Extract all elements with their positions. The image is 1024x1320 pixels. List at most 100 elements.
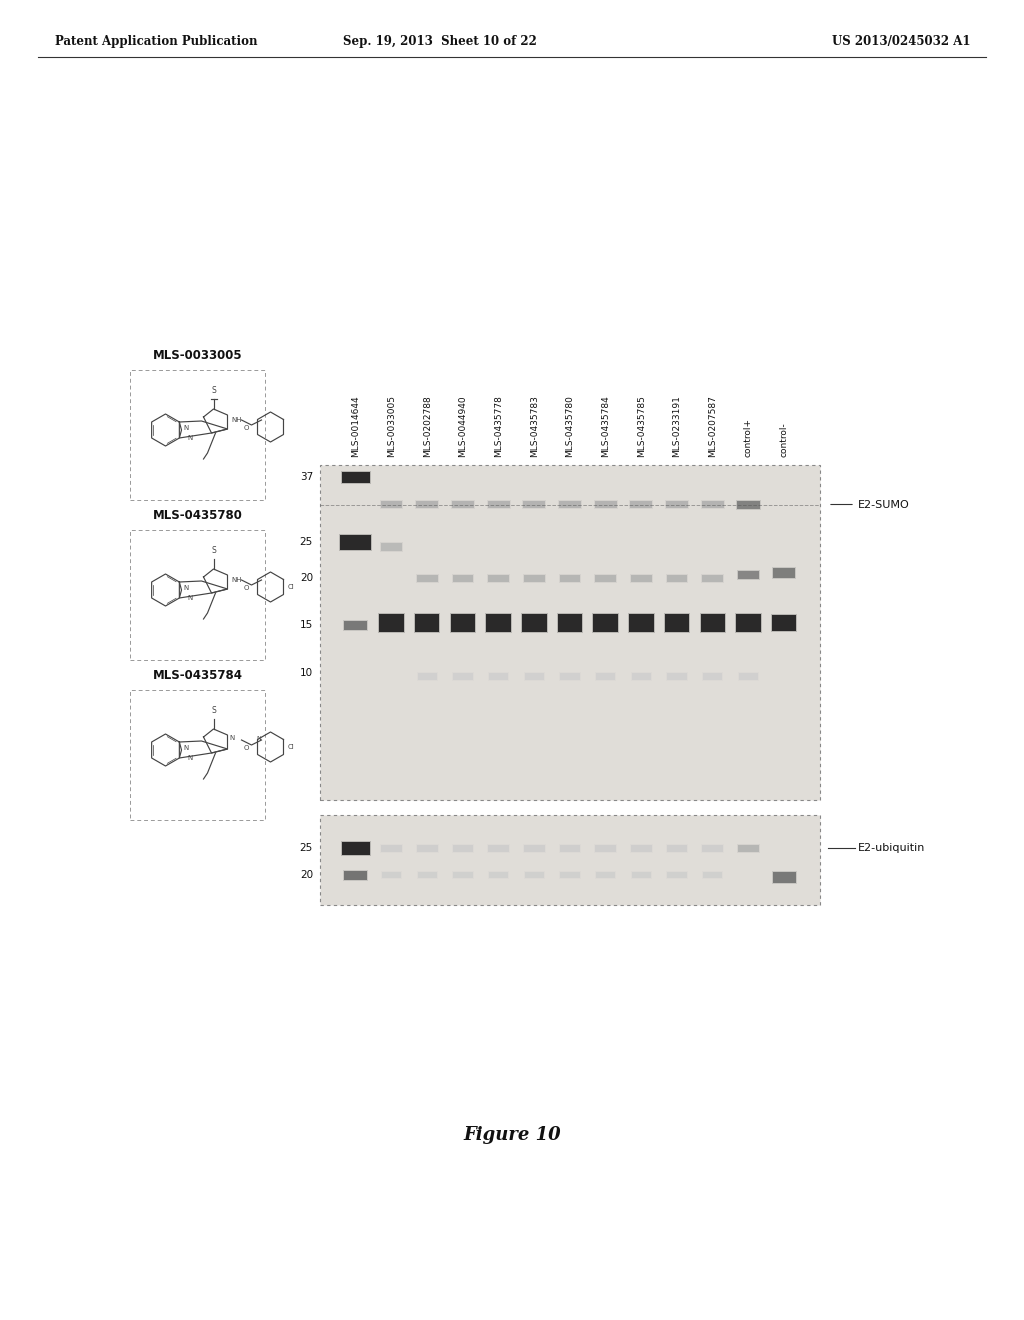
Bar [130,370,265,500]
Bar [380,543,402,552]
Bar [558,614,583,632]
Bar [667,871,688,879]
Bar [560,873,580,878]
Bar [485,612,512,634]
Bar [341,470,371,483]
Text: control-: control- [779,422,788,457]
Bar [381,502,402,508]
Bar [452,502,474,508]
Bar [595,845,616,851]
Bar [668,873,687,878]
Bar [667,502,688,508]
Bar [631,672,652,681]
Bar [667,845,687,851]
Text: MLS-0207587: MLS-0207587 [709,395,717,457]
Text: N: N [184,425,189,432]
Bar [380,843,402,853]
Bar [738,845,759,851]
Text: 37: 37 [300,473,313,482]
Bar [736,570,761,579]
Bar [342,842,370,854]
Bar [487,843,510,853]
Bar [631,502,652,508]
Bar [631,871,652,879]
Bar [736,614,761,632]
Bar [736,499,761,510]
Bar [700,500,725,510]
Bar [666,843,688,853]
Text: N: N [186,755,193,762]
Text: Figure 10: Figure 10 [463,1126,561,1144]
Bar [702,845,723,851]
Text: 20: 20 [300,870,313,880]
Text: MLS-0435784: MLS-0435784 [601,395,610,457]
Text: 10: 10 [300,668,313,678]
Bar [594,614,617,632]
Bar [522,614,547,632]
Bar [416,573,438,582]
Bar [665,614,689,632]
Bar [630,843,652,853]
Bar [737,572,760,579]
Bar [772,615,797,631]
Text: N: N [256,737,261,742]
Bar [489,873,508,878]
Bar [701,502,724,508]
Bar [737,500,760,508]
Bar [488,672,509,681]
Bar [701,573,724,582]
Text: S: S [211,706,216,715]
Text: N: N [186,595,193,601]
Text: Sep. 19, 2013  Sheet 10 of 22: Sep. 19, 2013 Sheet 10 of 22 [343,36,537,49]
Bar [453,574,473,582]
Bar [378,612,404,634]
Bar [381,543,401,550]
Bar [486,500,511,510]
Bar [559,573,582,582]
Bar [521,612,548,634]
Bar [381,845,401,851]
Text: MLS-0033005: MLS-0033005 [153,348,243,362]
Bar [702,574,723,582]
Bar [595,574,616,582]
Bar [632,672,651,680]
Bar [453,672,473,681]
Bar [523,502,545,508]
Bar [341,841,371,855]
Bar [342,471,370,483]
Bar [339,533,373,550]
Text: MLS-0435783: MLS-0435783 [529,395,539,457]
Bar [416,843,438,853]
Text: MLS-0435778: MLS-0435778 [495,395,503,457]
Text: 25: 25 [300,843,313,853]
Bar [773,568,795,578]
Bar [454,672,472,680]
Bar [381,871,402,879]
Bar [489,672,508,680]
Bar [772,871,796,883]
Bar [417,502,438,508]
Bar [523,843,546,853]
Bar [771,614,798,632]
Bar [629,614,653,632]
Text: MLS-0435780: MLS-0435780 [565,395,574,457]
Bar [450,612,476,634]
Bar [319,814,820,906]
Bar [735,612,762,634]
Bar [523,672,545,681]
Bar [668,672,687,680]
Bar [415,614,439,632]
Bar [417,845,437,851]
Bar [344,870,368,879]
Text: US 2013/0245032 A1: US 2013/0245032 A1 [831,36,970,49]
Bar [380,500,403,510]
Text: 25: 25 [300,537,313,546]
Bar [524,845,545,851]
Text: Patent Application Publication: Patent Application Publication [55,36,257,49]
Bar [666,500,689,510]
Text: S: S [211,546,216,554]
Bar [594,573,617,582]
Text: control+: control+ [744,418,753,457]
Bar [454,873,472,878]
Text: N: N [229,735,234,741]
